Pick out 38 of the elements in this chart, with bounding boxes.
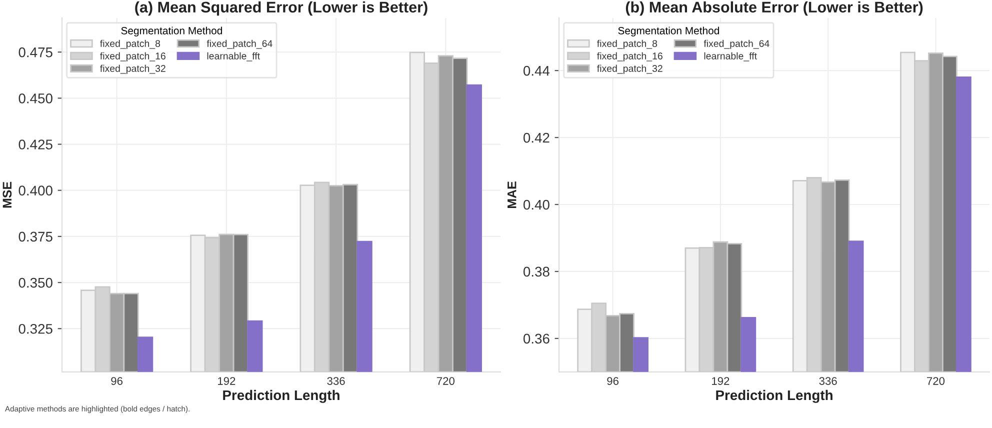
x-axis-title: Prediction Length <box>223 390 340 403</box>
legend-title: Segmentation Method <box>121 26 222 36</box>
y-tick-label: 0.44 <box>523 66 550 76</box>
y-tick-label: 0.325 <box>18 324 52 334</box>
legend-label: fixed_patch_32 <box>100 64 166 74</box>
y-tick-label: 0.425 <box>18 140 52 150</box>
y-tick-label: 0.40 <box>523 200 550 210</box>
x-tick-label: 96 <box>607 377 618 385</box>
x-tick-label: 96 <box>111 377 122 385</box>
y-axis-title: MAE <box>508 182 516 208</box>
y-tick-label: 0.350 <box>18 278 52 288</box>
x-tick-label: 720 <box>436 377 454 385</box>
y-tick-label: 0.36 <box>523 334 550 344</box>
x-tick-label: 336 <box>327 377 345 385</box>
legend-label: fixed_patch_64 <box>704 40 770 49</box>
legend-label: fixed_patch_16 <box>597 52 662 62</box>
legend-title: Segmentation Method <box>618 26 719 36</box>
chart-title: (a) Mean Squared Error (Lower is Better) <box>135 1 428 16</box>
x-tick-label: 192 <box>218 377 236 385</box>
legend-label: fixed_patch_32 <box>597 64 662 74</box>
x-tick-label: 720 <box>927 377 945 385</box>
legend-label: learnable_fft <box>704 52 757 62</box>
y-axis-title: MSE <box>2 182 12 208</box>
x-axis-title: Prediction Length <box>716 390 832 403</box>
legend-label: fixed_patch_8 <box>597 40 658 49</box>
y-tick-label: 0.400 <box>18 186 52 196</box>
y-tick-label: 0.475 <box>18 47 52 58</box>
x-tick-label: 192 <box>712 377 730 385</box>
y-tick-label: 0.450 <box>18 94 52 104</box>
y-tick-label: 0.375 <box>18 232 52 242</box>
chart-title: (b) Mean Absolute Error (Lower is Better) <box>626 1 923 16</box>
x-tick-label: 336 <box>819 377 837 385</box>
y-tick-label: 0.38 <box>523 266 550 277</box>
legend-label: fixed_patch_8 <box>100 40 160 49</box>
y-tick-label: 0.42 <box>523 132 550 143</box>
legend-label: fixed_patch_64 <box>206 40 272 49</box>
legend-label: fixed_patch_16 <box>100 52 166 62</box>
legend-label: learnable_fft <box>207 52 260 62</box>
